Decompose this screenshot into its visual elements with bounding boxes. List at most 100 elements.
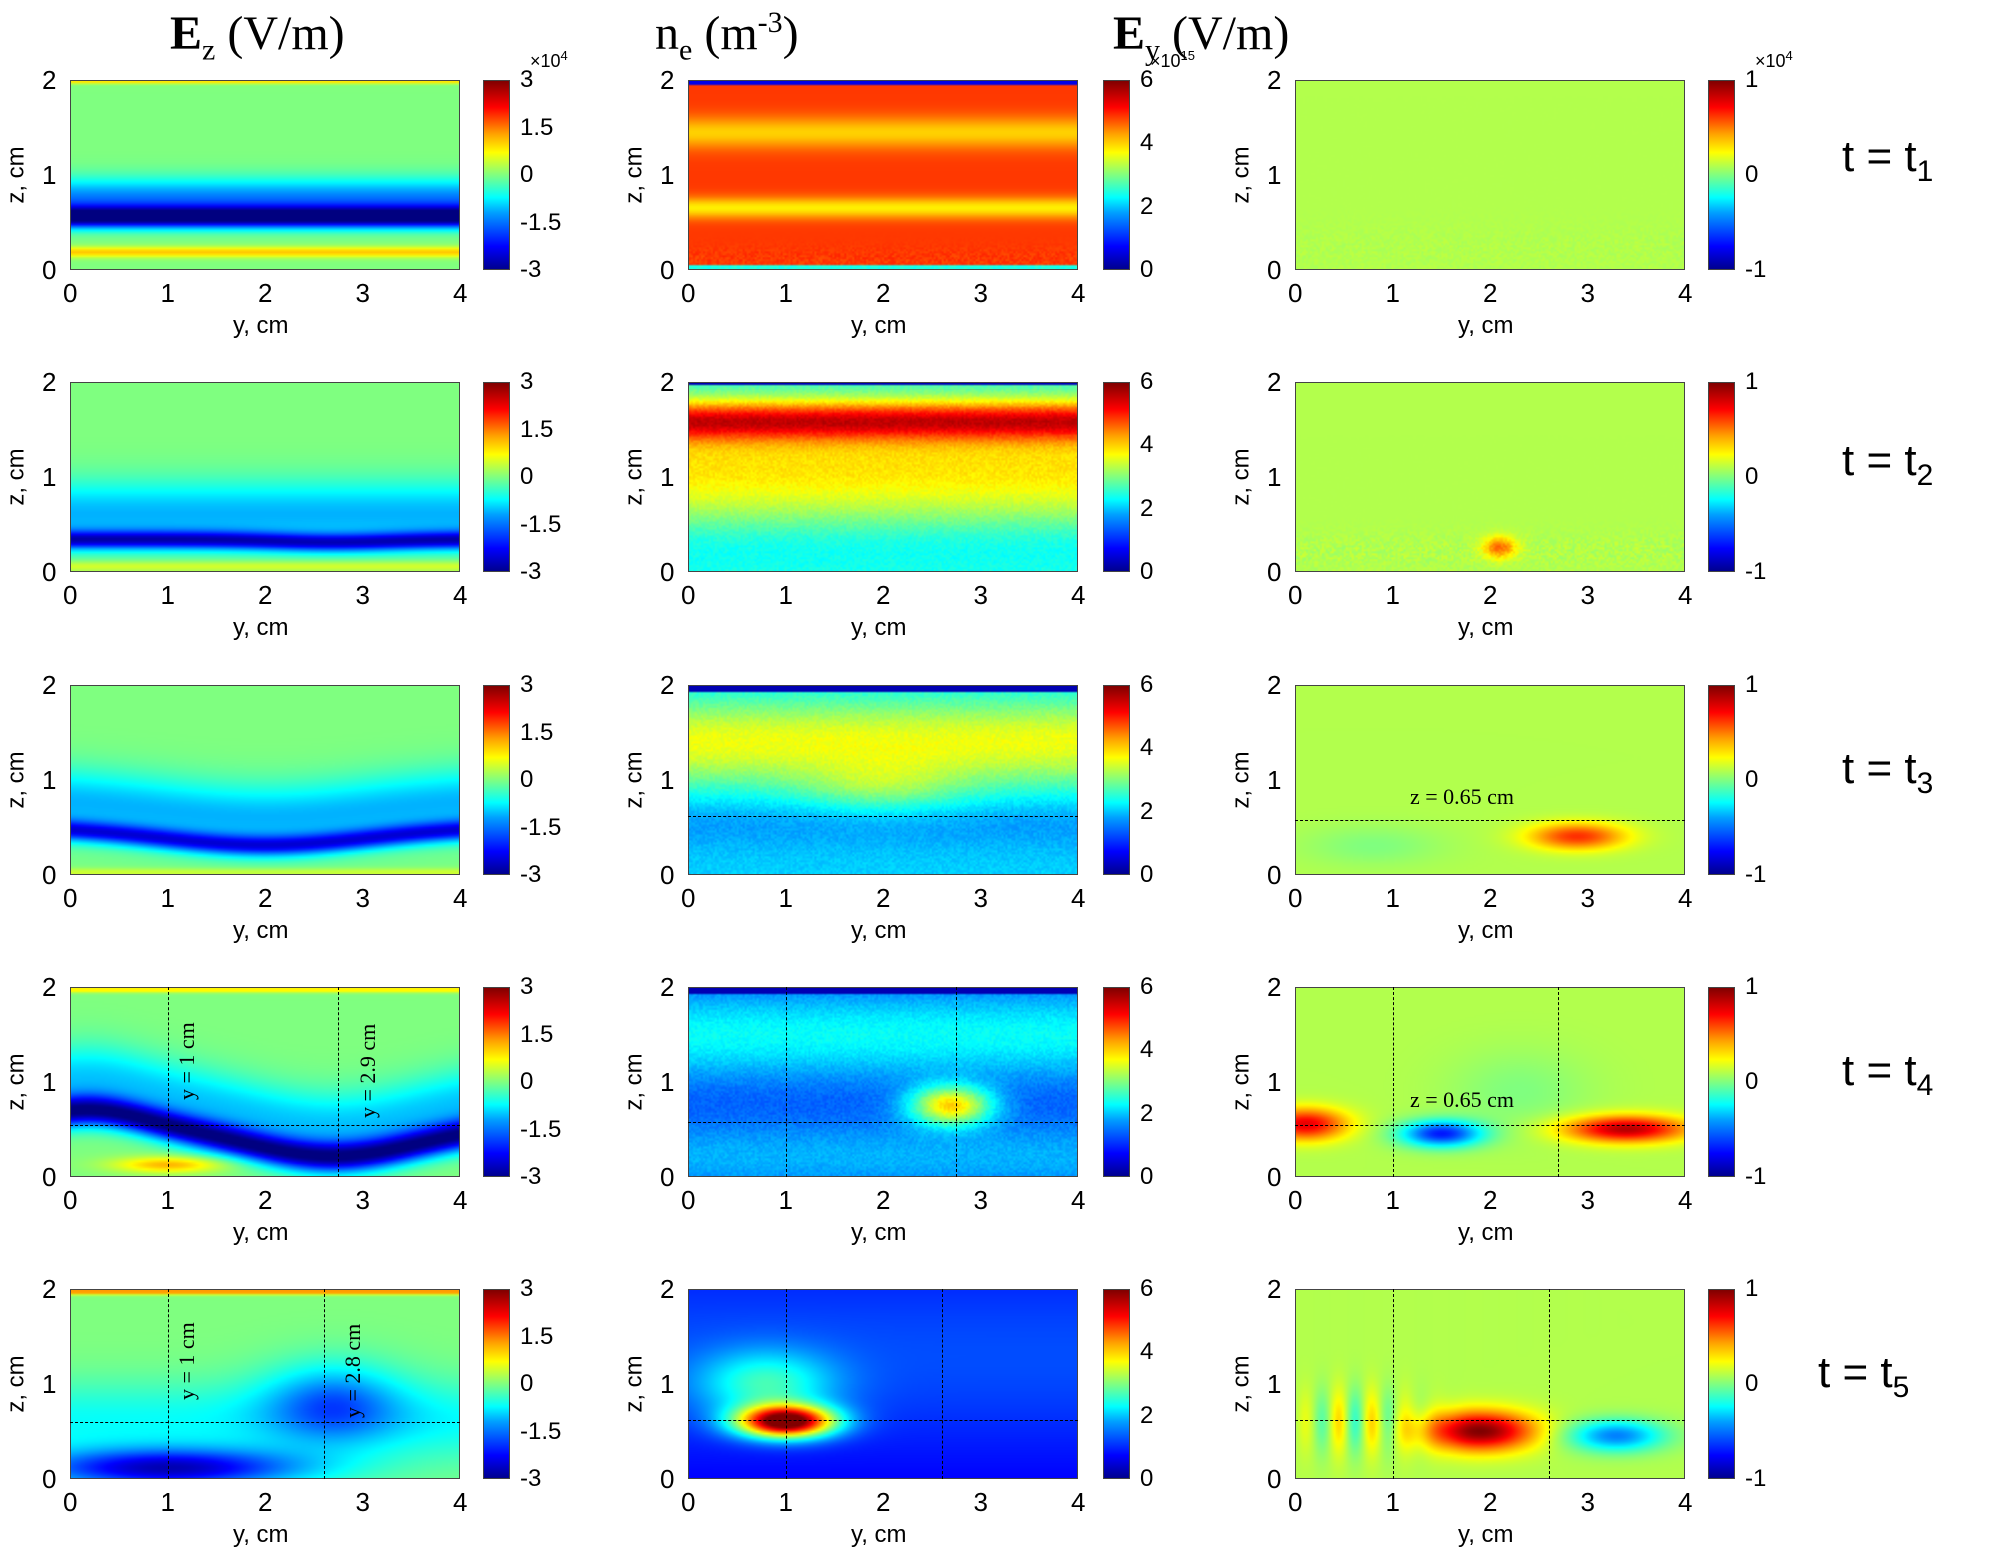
ytick-ey-t3-1: 1	[1267, 765, 1282, 795]
heatmap-ez-t3	[70, 685, 460, 875]
cbtick-ez-t2-3: -1.5	[520, 510, 562, 538]
time-label-t1: t = t1	[1842, 132, 1933, 189]
xlabel-ez-t3: y, cm	[233, 917, 289, 944]
cut-z-ne-t5	[688, 1420, 1078, 1422]
xtick-ez-t3-0: 0	[63, 883, 78, 913]
xtick-ne-t5-4: 4	[1071, 1487, 1086, 1517]
ylabel-ez-t4: z, cm	[2, 1053, 30, 1111]
xtick-ez-t4-4: 4	[453, 1185, 468, 1215]
time-label-t2: t = t2	[1842, 436, 1933, 493]
colorbar-ez-t2	[483, 382, 510, 572]
cut-z-ey-t5	[1295, 1420, 1685, 1422]
ytick-ey-t5-1: 1	[1267, 1369, 1282, 1399]
cbtick-ne-t3-1: 4	[1140, 734, 1154, 762]
ytick-ne-t2-1: 1	[660, 462, 675, 492]
ytick-ey-t2-1: 1	[1267, 462, 1282, 492]
ytick-ez-t3-1: 1	[42, 765, 57, 795]
ytick-ne-t1-1: 1	[660, 160, 675, 190]
xtick-ne-t1-2: 2	[876, 278, 891, 308]
ytick-ez-t1-1: 1	[42, 160, 57, 190]
ytick-ey-t2-2: 2	[1267, 367, 1282, 397]
colorbar-ey-t3	[1708, 685, 1735, 875]
xtick-ne-t3-2: 2	[876, 883, 891, 913]
ytick-ne-t5-1: 1	[660, 1369, 675, 1399]
ytick-ey-t5-2: 2	[1267, 1274, 1282, 1304]
cbtick-ez-t5-1: 1.5	[520, 1322, 554, 1350]
cbtick-ez-t4-2: 0	[520, 1068, 534, 1095]
colorbar-ne-t2	[1103, 382, 1130, 572]
cbtick-ez-t3-0: 3	[520, 671, 534, 698]
cbtick-ey-t3-2: -1	[1745, 861, 1767, 888]
xtick-ez-t1-2: 2	[258, 278, 273, 308]
heatmap-ne-t3	[688, 685, 1078, 875]
title-ey-unit: (V/m)	[1172, 7, 1290, 60]
time-label-t2-sub: 2	[1916, 458, 1934, 492]
cb-exponent-power-ez: 4	[560, 48, 568, 63]
annotation-ez_t4_y1: y = 1 cm	[174, 1022, 199, 1100]
cbtick-ey-t4-2: -1	[1745, 1163, 1767, 1190]
heatmap-ez-t2	[70, 382, 460, 572]
xtick-ne-t2-3: 3	[973, 580, 988, 610]
xtick-ne-t5-2: 2	[876, 1487, 891, 1517]
cbtick-ne-t3-2: 2	[1140, 797, 1154, 825]
xtick-ey-t1-4: 4	[1678, 278, 1693, 308]
ylabel-ez-t1: z, cm	[2, 146, 30, 204]
ytick-ez-t2-0: 0	[42, 557, 57, 587]
xtick-ne-t4-0: 0	[681, 1185, 696, 1215]
time-label-t4-prefix: t = t	[1842, 1046, 1917, 1095]
heatmap-ne-t5	[688, 1289, 1078, 1479]
xlabel-ey-t1: y, cm	[1458, 312, 1514, 339]
xtick-ez-t1-3: 3	[355, 278, 370, 308]
xtick-ez-t3-1: 1	[160, 883, 175, 913]
xtick-ez-t1-1: 1	[160, 278, 175, 308]
colorbar-ey-t4	[1708, 987, 1735, 1177]
cbtick-ne-t4-3: 0	[1140, 1163, 1154, 1190]
cbtick-ne-t3-3: 0	[1140, 861, 1154, 888]
ytick-ey-t4-1: 1	[1267, 1067, 1282, 1097]
cbtick-ez-t1-3: -1.5	[520, 208, 562, 236]
xtick-ey-t5-0: 0	[1288, 1487, 1303, 1517]
xlabel-ne-t3: y, cm	[851, 917, 907, 944]
xtick-ne-t1-4: 4	[1071, 278, 1086, 308]
heatmap-ne-t1	[688, 80, 1078, 270]
cb-exponent-power-ey: 4	[1785, 48, 1793, 63]
ylabel-ey-t4: z, cm	[1227, 1053, 1255, 1111]
ytick-ey-t3-2: 2	[1267, 670, 1282, 700]
cb-exponent-ey: ×104	[1755, 48, 1793, 72]
ytick-ey-t1-1: 1	[1267, 160, 1282, 190]
cbtick-ey-t3-1: 0	[1745, 766, 1759, 793]
cbtick-ez-t1-1: 1.5	[520, 113, 554, 141]
ytick-ez-t5-0: 0	[42, 1464, 57, 1494]
ylabel-ey-t1: z, cm	[1227, 146, 1255, 204]
ytick-ez-t4-2: 2	[42, 972, 57, 1002]
xtick-ez-t2-3: 3	[355, 580, 370, 610]
xtick-ez-t2-2: 2	[258, 580, 273, 610]
cut-z-ez-t4	[70, 1124, 460, 1126]
time-label-t4-sub: 4	[1916, 1068, 1934, 1102]
cut-z-ey-t3	[1295, 819, 1685, 821]
ytick-ne-t1-0: 0	[660, 255, 675, 285]
ytick-ez-t2-2: 2	[42, 367, 57, 397]
xlabel-ey-t3: y, cm	[1458, 917, 1514, 944]
xlabel-ey-t5: y, cm	[1458, 1521, 1514, 1548]
xtick-ey-t2-3: 3	[1580, 580, 1595, 610]
cbtick-ne-t5-3: 0	[1140, 1465, 1154, 1492]
cbtick-ne-t5-0: 6	[1140, 1275, 1154, 1302]
heatmap-ne-t4	[688, 987, 1078, 1177]
ytick-ez-t4-0: 0	[42, 1162, 57, 1192]
colorbar-ey-t1	[1708, 80, 1735, 270]
colorbar-ez-t3	[483, 685, 510, 875]
xlabel-ez-t5: y, cm	[233, 1521, 289, 1548]
cbtick-ez-t2-1: 1.5	[520, 415, 554, 443]
cut-z-ne-t4	[688, 1121, 1078, 1123]
xtick-ey-t4-2: 2	[1483, 1185, 1498, 1215]
xlabel-ey-t2: y, cm	[1458, 614, 1514, 641]
cbtick-ez-t1-2: 0	[520, 161, 534, 188]
annotation-ez_t5_y2: y = 2.8 cm	[340, 1323, 365, 1418]
xtick-ez-t4-3: 3	[355, 1185, 370, 1215]
xtick-ey-t4-1: 1	[1385, 1185, 1400, 1215]
cut-y-ez-t4-0	[167, 987, 169, 1177]
ylabel-ez-t5: z, cm	[2, 1355, 30, 1413]
ytick-ne-t1-2: 2	[660, 65, 675, 95]
colorbar-ey-t2	[1708, 382, 1735, 572]
